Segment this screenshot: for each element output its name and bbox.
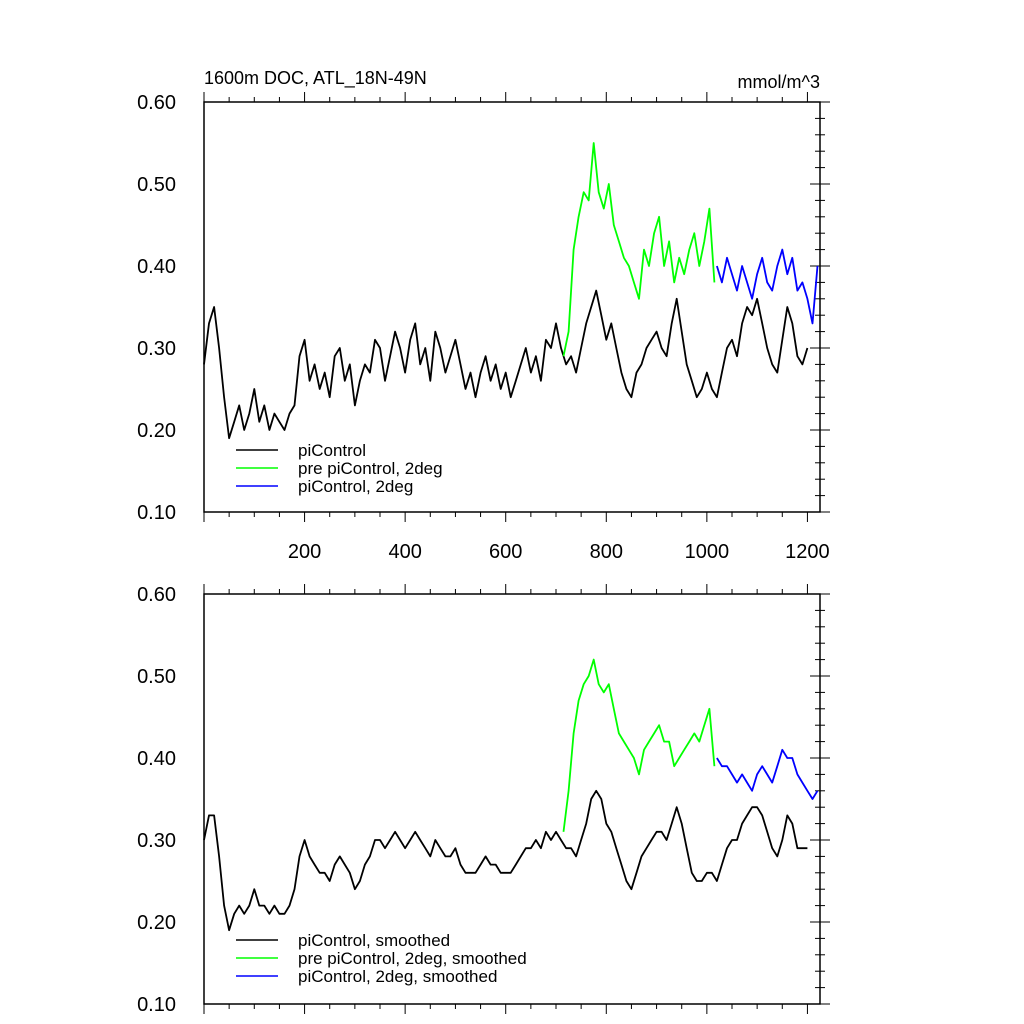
top-plot-frame [203, 101, 821, 513]
units-label: mmol/m^3 [738, 72, 820, 92]
x-tick-label: 400 [388, 541, 421, 563]
legend-label-2: pre piControl, 2deg, smoothed [298, 949, 527, 968]
series-line-2 [562, 658, 716, 832]
y-tick-label: 0.50 [137, 666, 176, 688]
y-tick-label: 0.10 [137, 502, 176, 524]
series-line-3 [716, 248, 819, 325]
y-tick-label: 0.60 [137, 92, 176, 114]
legend-label-1: piControl [298, 441, 366, 460]
bottom-chart-panel: 0.10 0.20 0.30 0.40 0.50 0.60 piControl, smoo… [137, 584, 830, 1016]
x-tick-label: 800 [590, 541, 623, 563]
y-tick-label: 0.30 [137, 830, 176, 852]
bottom-plot-frame [203, 593, 821, 1005]
series-line-3 [716, 748, 819, 800]
legend-label-3: piControl, 2deg, smoothed [298, 967, 497, 986]
x-tick-label: 1200 [785, 541, 830, 563]
x-tick-label: 1000 [685, 541, 730, 563]
chart-title: 1600m DOC, ATL_18N-49N [204, 68, 427, 89]
y-tick-label: 0.30 [137, 338, 176, 360]
legend-label-3: piControl, 2deg [298, 477, 413, 496]
y-tick-label: 0.40 [137, 748, 176, 770]
y-tick-label: 0.20 [137, 420, 176, 442]
legend-label-1: piControl, smoothed [298, 931, 450, 950]
y-tick-label: 0.20 [137, 912, 176, 934]
y-tick-label: 0.50 [137, 174, 176, 196]
x-tick-label: 600 [489, 541, 522, 563]
legend-label-2: pre piControl, 2deg [298, 459, 443, 478]
x-tick-label: 200 [288, 541, 321, 563]
series-line-2 [562, 142, 716, 357]
series-line-1 [203, 289, 809, 440]
top-chart-panel: 1600m DOC, ATL_18N-49N mmol/m^3 200 400 60… [137, 68, 830, 563]
bottom-chart-marks: 0.10 0.20 0.30 0.40 0.50 0.60 [137, 584, 830, 1016]
y-tick-label: 0.40 [137, 256, 176, 278]
top-chart-marks: 200 400 600 800 1000 1200 0.10 0.20 0.30 0.40 0.50… [137, 92, 830, 563]
y-tick-label: 0.60 [137, 584, 176, 606]
series-line-1 [203, 789, 808, 932]
y-tick-label: 0.10 [137, 994, 176, 1016]
